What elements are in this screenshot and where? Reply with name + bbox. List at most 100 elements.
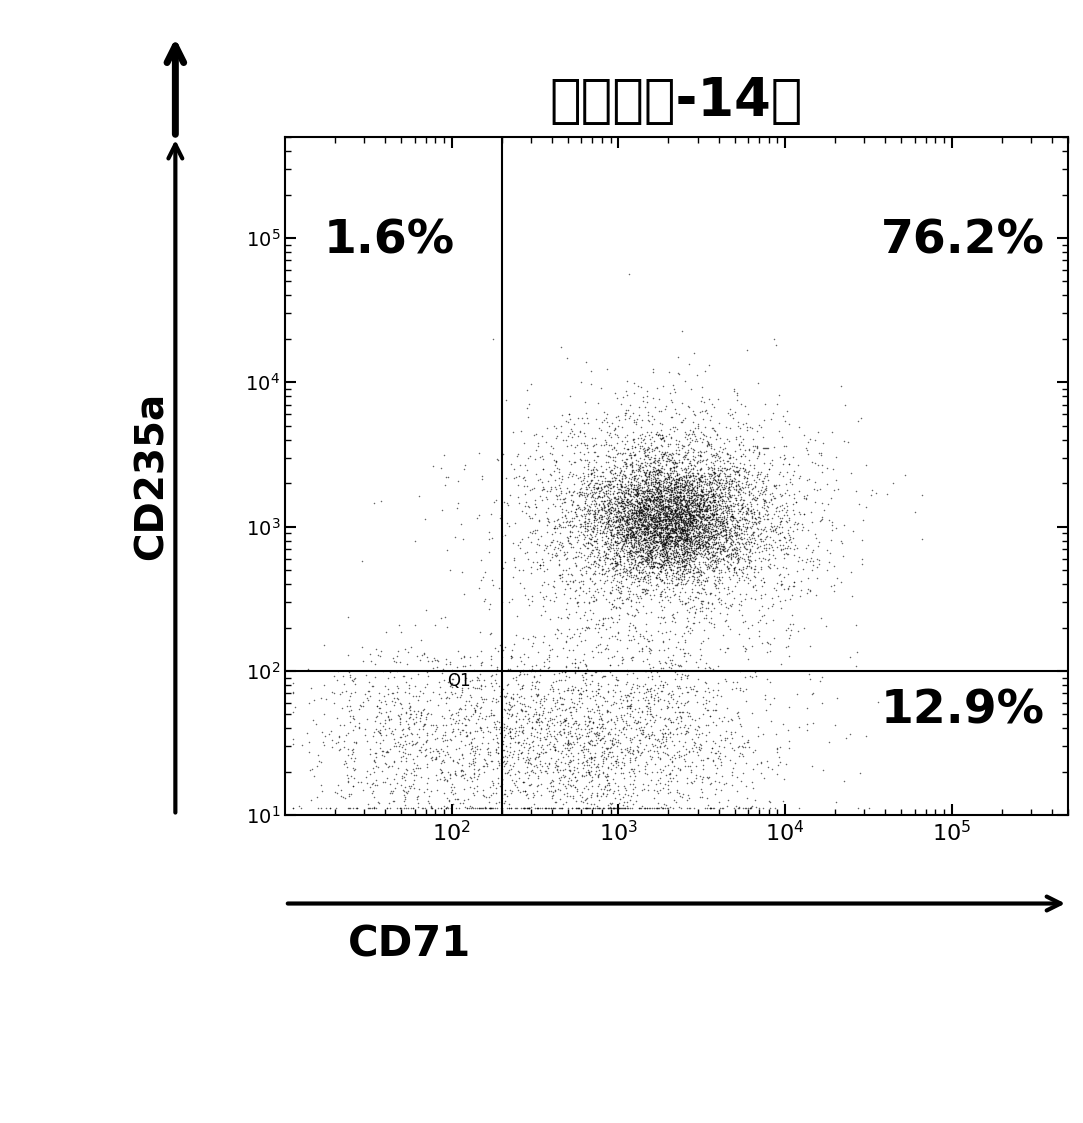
Point bbox=[688, 528, 705, 546]
Point bbox=[662, 528, 679, 546]
Point bbox=[759, 599, 777, 617]
Point bbox=[703, 518, 720, 536]
Point bbox=[790, 551, 807, 569]
Point bbox=[621, 505, 638, 523]
Point bbox=[680, 511, 697, 529]
Point bbox=[634, 495, 651, 513]
Point bbox=[482, 800, 499, 818]
Point bbox=[642, 678, 660, 696]
Point bbox=[560, 800, 577, 818]
Point bbox=[649, 575, 666, 593]
Point bbox=[317, 800, 335, 818]
Point bbox=[673, 491, 690, 509]
Point bbox=[694, 537, 712, 555]
Point bbox=[604, 448, 622, 466]
Point bbox=[482, 650, 499, 668]
Point bbox=[619, 496, 637, 514]
Point bbox=[530, 736, 547, 754]
Point bbox=[686, 536, 703, 554]
Point bbox=[700, 521, 717, 539]
Point bbox=[630, 800, 648, 818]
Point bbox=[392, 705, 409, 723]
Point bbox=[641, 532, 658, 550]
Point bbox=[570, 486, 587, 504]
Point bbox=[615, 506, 632, 524]
Point bbox=[749, 520, 767, 538]
Point bbox=[631, 510, 649, 528]
Point bbox=[522, 724, 539, 742]
Point bbox=[629, 477, 647, 495]
Point bbox=[706, 533, 723, 551]
Point bbox=[770, 502, 787, 520]
Point bbox=[656, 496, 674, 514]
Point bbox=[430, 696, 447, 714]
Point bbox=[609, 521, 626, 539]
Point bbox=[492, 750, 509, 768]
Point bbox=[521, 739, 538, 757]
Point bbox=[719, 500, 736, 518]
Point bbox=[694, 497, 712, 515]
Point bbox=[639, 460, 656, 478]
Point bbox=[357, 767, 375, 785]
Point bbox=[499, 763, 517, 780]
Point bbox=[374, 763, 391, 780]
Point bbox=[662, 532, 679, 550]
Point bbox=[689, 491, 706, 509]
Point bbox=[692, 539, 709, 557]
Point bbox=[655, 481, 673, 499]
Point bbox=[640, 496, 657, 514]
Point bbox=[639, 467, 656, 485]
Point bbox=[596, 546, 613, 564]
Point bbox=[475, 757, 493, 775]
Point bbox=[683, 475, 701, 493]
Point bbox=[677, 521, 694, 539]
Point bbox=[779, 539, 796, 557]
Point bbox=[503, 688, 520, 706]
Point bbox=[626, 536, 643, 554]
Point bbox=[600, 506, 617, 524]
Point bbox=[586, 508, 603, 526]
Point bbox=[674, 551, 691, 569]
Point bbox=[584, 541, 601, 559]
Point bbox=[415, 700, 432, 718]
Point bbox=[657, 496, 675, 514]
Point bbox=[670, 465, 688, 483]
Point bbox=[537, 489, 554, 506]
Point bbox=[626, 463, 643, 481]
Point bbox=[628, 506, 645, 524]
Point bbox=[604, 597, 622, 615]
Point bbox=[645, 502, 663, 520]
Point bbox=[676, 632, 693, 650]
Point bbox=[652, 583, 669, 601]
Point bbox=[576, 436, 593, 454]
Point bbox=[494, 789, 511, 807]
Point bbox=[325, 685, 342, 703]
Point bbox=[680, 517, 697, 535]
Point bbox=[600, 549, 617, 567]
Point bbox=[675, 746, 692, 764]
Point bbox=[648, 555, 665, 573]
Point bbox=[638, 533, 655, 551]
Point bbox=[409, 728, 427, 746]
Point bbox=[565, 694, 583, 712]
Point bbox=[629, 560, 647, 578]
Point bbox=[665, 514, 682, 532]
Point bbox=[674, 550, 691, 568]
Point bbox=[853, 555, 871, 573]
Point bbox=[640, 550, 657, 568]
Point bbox=[370, 723, 388, 741]
Point bbox=[532, 761, 549, 779]
Point bbox=[690, 493, 707, 511]
Point bbox=[629, 486, 647, 504]
Point bbox=[602, 524, 619, 542]
Point bbox=[764, 456, 781, 474]
Point bbox=[666, 504, 683, 522]
Point bbox=[751, 627, 768, 645]
Point bbox=[464, 772, 481, 789]
Point bbox=[676, 716, 693, 734]
Point bbox=[675, 531, 692, 549]
Point bbox=[699, 541, 716, 559]
Point bbox=[559, 532, 576, 550]
Point bbox=[565, 424, 583, 442]
Point bbox=[593, 565, 611, 583]
